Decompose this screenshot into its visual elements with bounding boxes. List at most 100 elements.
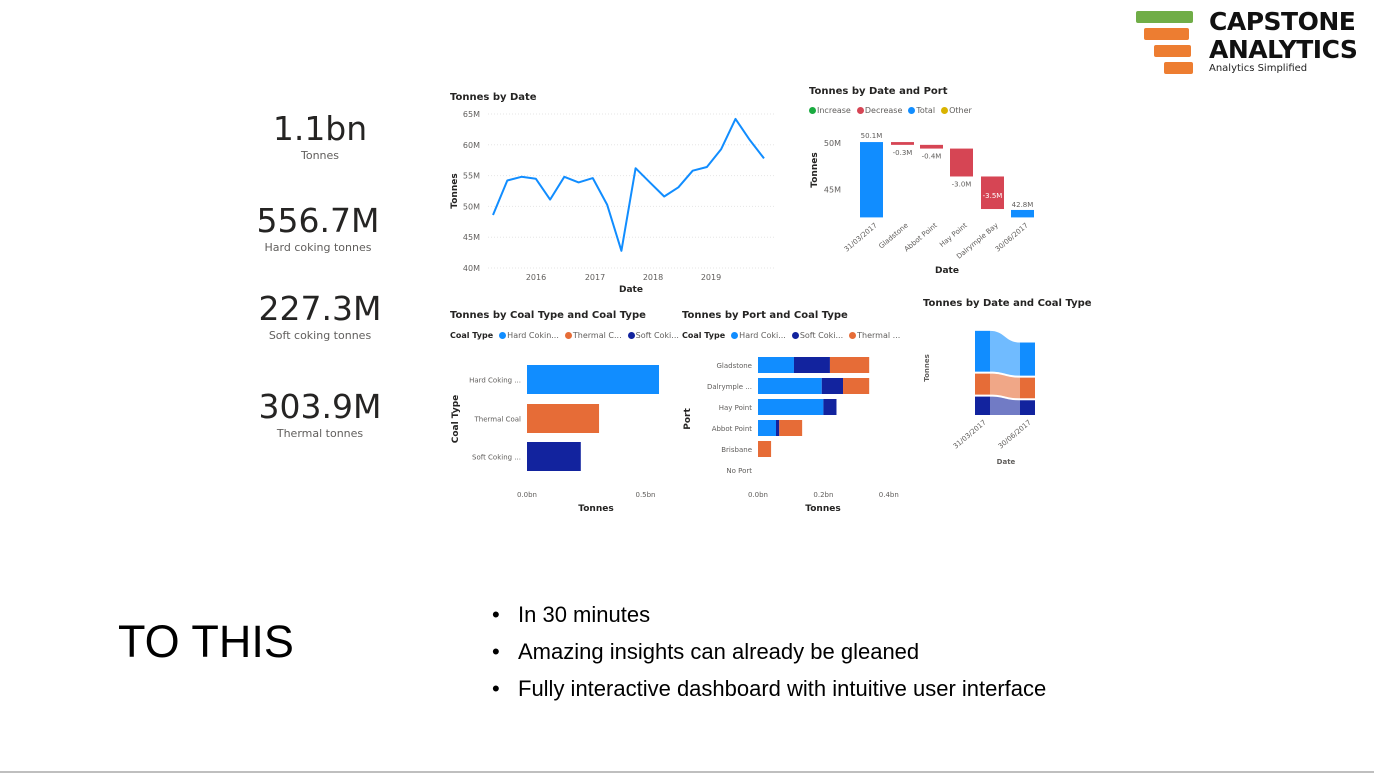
- x-tick-label: 30/06/2017: [997, 418, 1033, 450]
- stacked-bar-chart-tonnes-by-port[interactable]: Gladstone Dalrymple ... Hay Point Abbot Poi…: [676, 348, 916, 516]
- legend-dot: [809, 107, 816, 114]
- legend-dot: [791, 332, 799, 339]
- x-tick-label: 2018: [643, 273, 663, 282]
- legend-item-hard-coking[interactable]: Hard Coki...: [731, 331, 786, 340]
- logo-mark: [1136, 11, 1196, 75]
- slide-title: TO THIS: [118, 616, 294, 667]
- x-tick-label: 2017: [585, 273, 605, 282]
- legend-item-hard-coking[interactable]: Hard Cokin...: [499, 331, 559, 340]
- legend-item-soft-coking[interactable]: Soft Coki...: [627, 331, 679, 340]
- kpi-label: Tonnes: [300, 149, 340, 162]
- legend-label: Hard Coki...: [739, 331, 786, 340]
- ribbon-bar-segment: [975, 373, 990, 395]
- bullet-item: Amazing insights can already be gleaned: [492, 637, 1046, 674]
- kpi-value: 227.3M: [258, 289, 382, 328]
- x-tick-label: Hay Point: [938, 221, 969, 249]
- kpi-value: 1.1bn: [272, 109, 368, 148]
- waterfall-bar: [891, 142, 914, 145]
- legend-item-thermal[interactable]: Thermal ...: [849, 331, 900, 340]
- logo-bar-green: [1136, 11, 1193, 23]
- legend-dot: [849, 332, 857, 339]
- legend-item-increase[interactable]: Increase: [809, 106, 851, 115]
- bar-chart-tonnes-by-coal-type[interactable]: Hard Coking ... Thermal Coal Soft Coking .…: [440, 348, 680, 516]
- kpi-card-total[interactable]: 1.1bn Tonnes: [200, 109, 440, 163]
- y-axis-title: Coal Type: [451, 395, 461, 444]
- kpi-label: Hard coking tonnes: [264, 241, 372, 254]
- y-tick-label: 65M: [463, 110, 480, 119]
- stacked-bar-segment: [843, 378, 870, 394]
- x-tick-label: 0.0bn: [517, 491, 537, 499]
- y-tick-label: 40M: [463, 264, 480, 273]
- stacked-bar-segment: [758, 357, 794, 373]
- x-tick-label: 0.0bn: [748, 491, 768, 499]
- legend-dot: [941, 107, 949, 114]
- x-tick-label: 2019: [701, 273, 721, 282]
- ribbon-bar-segment: [1020, 377, 1035, 399]
- ribbon-connector: [990, 396, 1020, 415]
- waterfall-chart-tonnes-by-date-and-port[interactable]: 45M50MTonnes50.1M31/03/2017-0.3MGladston…: [800, 124, 1050, 280]
- port-legend: Coal Type Hard Coki... Soft Coki... Ther…: [682, 331, 903, 340]
- ribbon-connector: [990, 330, 1020, 376]
- kpi-card-soft-coking[interactable]: 227.3M Soft coking tonnes: [200, 289, 440, 343]
- ribbon-bar-segment: [975, 396, 990, 415]
- x-axis-title: Tonnes: [805, 504, 840, 514]
- stacked-bar-segment: [829, 357, 870, 373]
- waterfall-data-label: -0.3M: [893, 149, 913, 157]
- legend-label: Hard Cokin...: [507, 331, 559, 340]
- stacked-bar-segment: [758, 399, 824, 415]
- y-tick-label: 50M: [824, 139, 841, 148]
- logo-bar-orange-2: [1154, 45, 1191, 57]
- y-tick-label: 45M: [824, 186, 841, 195]
- logo-tagline: Analytics Simplified: [1209, 63, 1308, 74]
- ribbon-bar-segment: [1020, 342, 1035, 376]
- line-chart-tonnes-by-date[interactable]: 40M 45M 50M 55M 60M 65M 2016 2017 2018 2019 Date To…: [440, 104, 785, 298]
- y-tick-label: 50M: [463, 202, 480, 211]
- waterfall-data-label: -3.5M: [983, 192, 1003, 200]
- waterfall-bar: [950, 148, 973, 177]
- chart-title-tonnes-by-date-and-port: Tonnes by Date and Port: [809, 86, 948, 97]
- y-tick-label: 45M: [463, 233, 480, 242]
- legend-dot: [564, 332, 572, 339]
- y-category-label: Soft Coking ...: [472, 454, 521, 462]
- y-category-label: No Port: [726, 467, 752, 475]
- bullet-item: Fully interactive dashboard with intuiti…: [492, 674, 1046, 711]
- x-tick-label: 0.5bn: [635, 491, 655, 499]
- y-axis-title: Tonnes: [450, 173, 460, 208]
- legend-item-decrease[interactable]: Decrease: [856, 106, 902, 115]
- y-axis-title: Tonnes: [810, 152, 820, 187]
- kpi-card-thermal[interactable]: 303.9M Thermal tonnes: [200, 389, 440, 441]
- logo-line1: CAPSTONE: [1209, 7, 1356, 36]
- bullet-list: In 30 minutes Amazing insights can alrea…: [492, 600, 1046, 711]
- legend-item-thermal[interactable]: Thermal C...: [564, 331, 622, 340]
- stacked-bar-segment: [779, 420, 803, 436]
- logo-line2: ANALYTICS: [1209, 35, 1358, 64]
- legend-item-total[interactable]: Total: [908, 106, 935, 115]
- ribbon-bar-segment: [975, 330, 990, 372]
- y-axis-title: Tonnes: [923, 354, 931, 382]
- logo-bar-orange-3: [1164, 62, 1193, 74]
- x-tick-label: 31/03/2017: [952, 418, 988, 450]
- x-tick-label: 0.2bn: [813, 491, 833, 499]
- bar-hard-coking: [527, 365, 660, 394]
- logo-bar-orange-1: [1144, 28, 1189, 40]
- line-series: [492, 117, 765, 252]
- stacked-bar-segment: [793, 357, 830, 373]
- x-tick-label: 0.4bn: [879, 491, 899, 499]
- chart-title-tonnes-by-port: Tonnes by Port and Coal Type: [682, 310, 848, 321]
- x-tick-label: 30/06/2017: [994, 221, 1030, 253]
- legend-label: Total: [916, 106, 936, 115]
- waterfall-data-label: 42.8M: [1012, 201, 1034, 209]
- kpi-card-hard-coking[interactable]: 556.7M Hard coking tonnes: [198, 203, 438, 255]
- ribbon-chart-tonnes-by-date-and-coal-type[interactable]: 31/03/2017 30/06/2017 Date Tonnes: [915, 320, 1055, 470]
- legend-label: Other: [949, 106, 972, 115]
- legend-item-other[interactable]: Other: [941, 106, 972, 115]
- kpi-label: Soft coking tonnes: [268, 329, 372, 342]
- legend-label: Thermal ...: [857, 331, 901, 340]
- y-category-label: Thermal Coal: [474, 416, 522, 424]
- legend-item-soft-coking[interactable]: Soft Coki...: [791, 331, 843, 340]
- chart-title-tonnes-by-coal-type: Tonnes by Coal Type and Coal Type: [450, 310, 646, 321]
- ribbon-bar-segment: [1020, 400, 1035, 415]
- y-category-label: Brisbane: [721, 446, 752, 454]
- legend-dot: [856, 107, 864, 114]
- logo-name: CAPSTONE ANALYTICS: [1209, 7, 1358, 64]
